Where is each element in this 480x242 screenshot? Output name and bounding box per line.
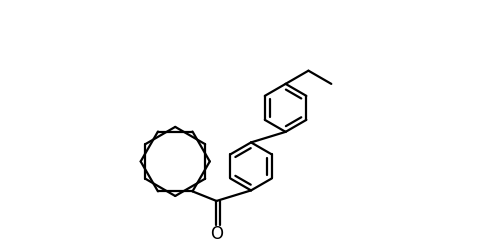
Text: O: O [210, 225, 223, 242]
